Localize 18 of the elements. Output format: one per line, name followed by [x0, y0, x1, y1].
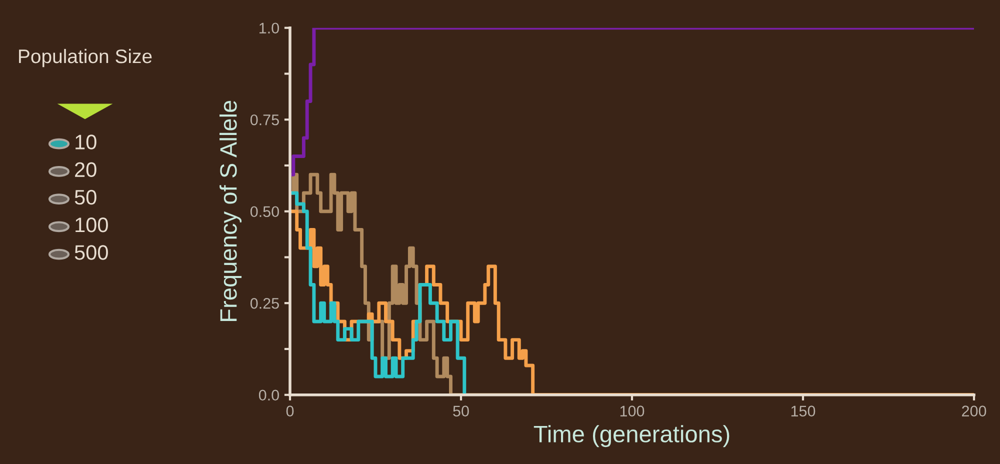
text: 100: [76, 218, 108, 232]
text: 10: [76, 134, 96, 150]
x-tick-label: 200: [962, 406, 986, 417]
y-tick-label: 0.0: [258, 390, 279, 401]
y-tick-label: 0.25: [250, 298, 279, 309]
y-axis-title: Frequency of S Allele: [220, 100, 242, 321]
x-axis-title: Time (generations): [534, 425, 730, 448]
y-tick-label: 0.50: [250, 206, 279, 218]
x-tick-label: 50: [453, 406, 469, 417]
x-tick-label: 100: [620, 406, 644, 417]
text: 500: [74, 245, 108, 260]
x-tick-label: 150: [791, 406, 816, 417]
x-tick-label: 0: [286, 406, 294, 417]
y-tick-label: 0.75: [250, 114, 279, 126]
y-tick-label: 1.0: [260, 22, 279, 34]
text: 50: [74, 190, 96, 205]
text: Population Size: [19, 48, 152, 68]
text: 20: [75, 162, 96, 178]
